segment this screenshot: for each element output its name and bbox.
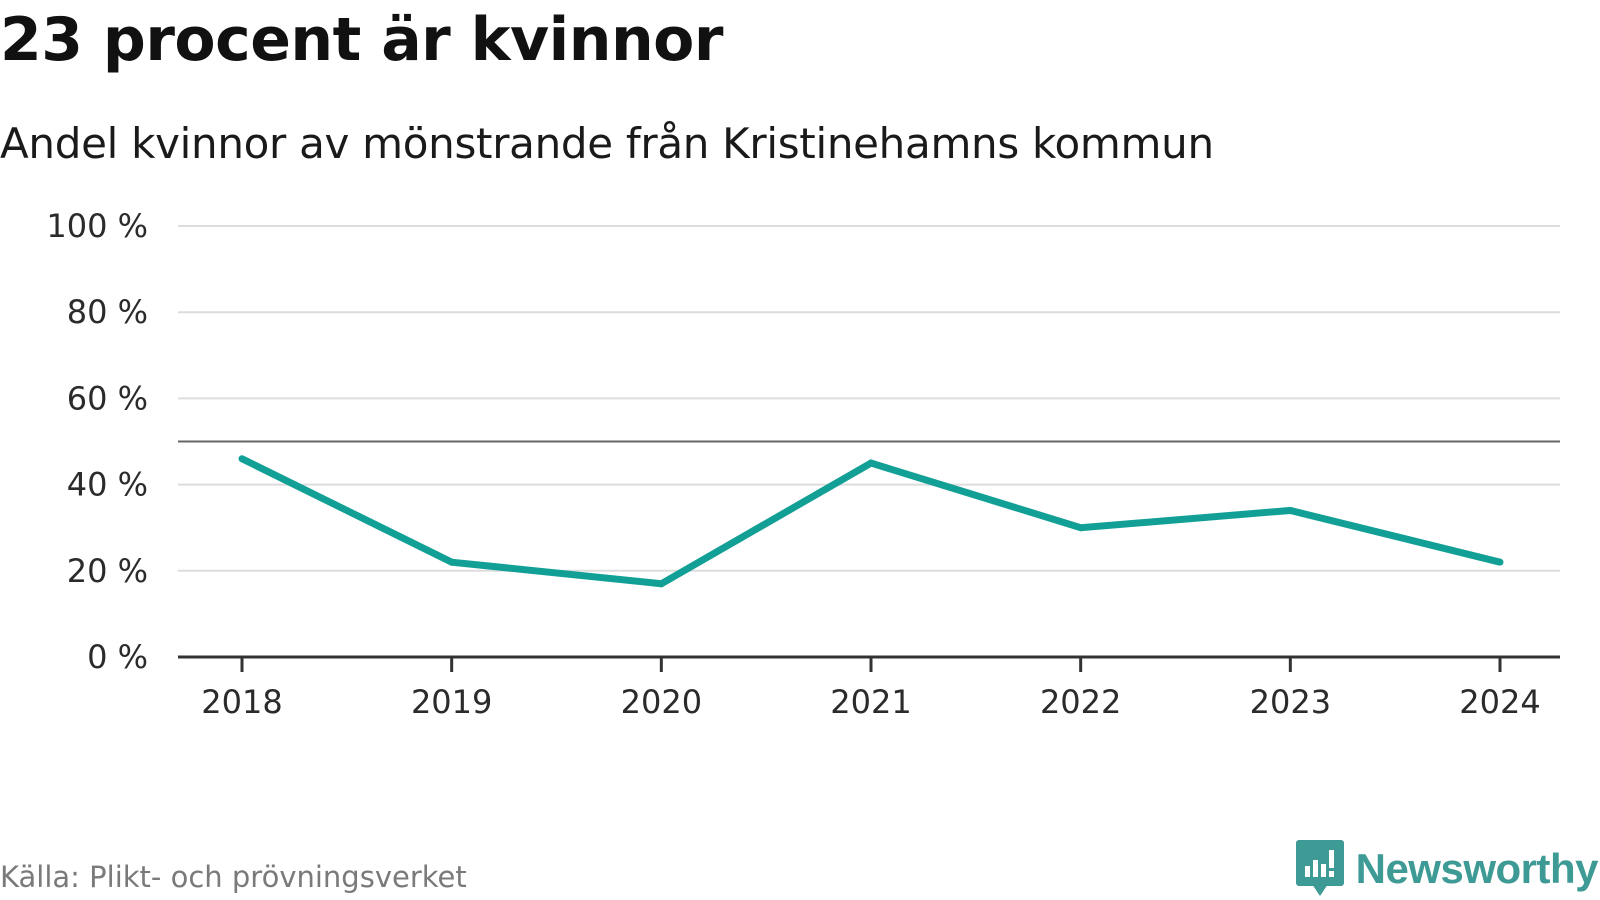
series-group xyxy=(238,455,1504,588)
x-axis xyxy=(178,655,1560,672)
y-tick-label: 100 % xyxy=(46,207,148,245)
y-tick-label: 80 % xyxy=(67,293,148,331)
chart-subtitle: Andel kvinnor av mönstrande från Kristin… xyxy=(0,119,1214,168)
data-point-2018 xyxy=(238,455,246,463)
x-tick-label: 2019 xyxy=(411,683,492,721)
x-tick-label: 2018 xyxy=(201,683,282,721)
gridlines xyxy=(178,225,1560,572)
line-chart: 0 % 20 % 40 % 60 % 80 % 100 % 2018 2019 2020 202… xyxy=(46,207,1560,721)
data-point-2022 xyxy=(1077,524,1085,532)
x-tick-label: 2021 xyxy=(830,683,911,721)
chart-title: 23 procent är kvinnor xyxy=(0,5,723,75)
brand-logo: Newsworthy xyxy=(1295,840,1599,898)
data-point-2024 xyxy=(1496,558,1504,566)
y-tick-label: 20 % xyxy=(67,552,148,590)
y-tick-label: 0 % xyxy=(87,638,148,676)
data-point-2021 xyxy=(867,459,875,467)
x-axis-labels: 2018 2019 2020 2021 2022 2023 2024 xyxy=(201,683,1540,721)
series-line-andel-kvinnor xyxy=(240,455,1501,588)
data-point-2020 xyxy=(657,580,665,588)
y-axis-labels: 0 % 20 % 40 % 60 % 80 % 100 % xyxy=(46,207,148,676)
y-tick-label: 40 % xyxy=(67,466,148,504)
source-note: Källa: Plikt- och prövningsverket xyxy=(0,860,467,894)
x-tick-label: 2022 xyxy=(1040,683,1121,721)
x-tick-label: 2024 xyxy=(1459,683,1540,721)
brand-name: Newsworthy xyxy=(1355,845,1599,892)
newsworthy-bar-chart-icon xyxy=(1295,840,1344,896)
data-point-2019 xyxy=(448,558,456,566)
y-tick-label: 60 % xyxy=(67,379,148,417)
x-tick-label: 2023 xyxy=(1250,683,1331,721)
data-point-2023 xyxy=(1286,506,1294,514)
x-tick-label: 2020 xyxy=(621,683,702,721)
